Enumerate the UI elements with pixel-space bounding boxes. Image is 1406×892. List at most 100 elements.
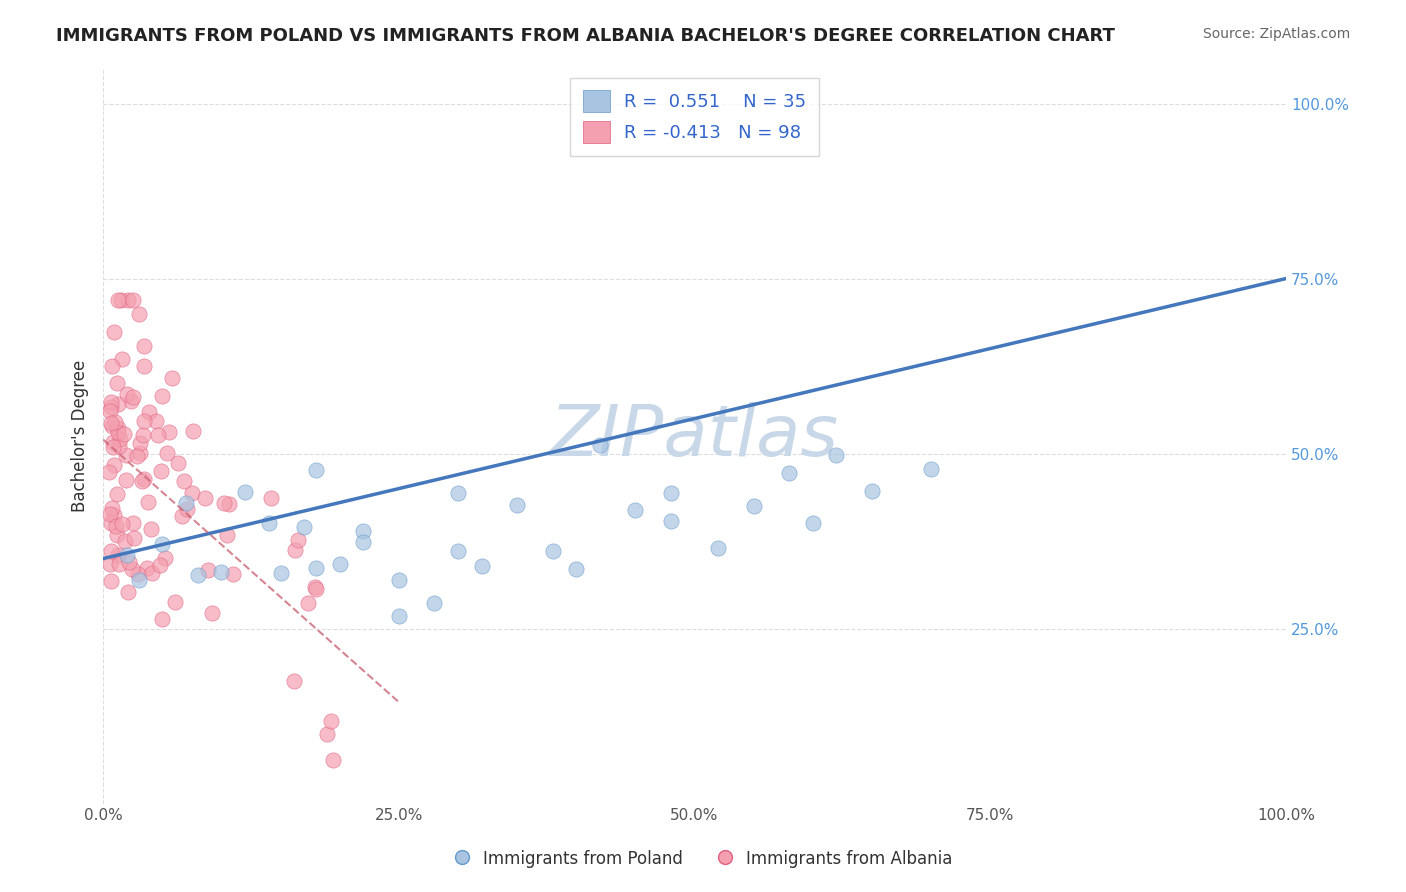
Immigrants from Poland xyxy=(423,596,446,610)
Immigrants from Albania xyxy=(98,508,121,522)
Immigrants from Poland xyxy=(920,462,942,476)
Immigrants from Albania xyxy=(172,509,194,524)
Immigrants from Albania xyxy=(156,446,179,460)
Immigrants from Albania xyxy=(197,563,219,577)
Immigrants from Poland xyxy=(707,541,730,556)
Immigrants from Albania xyxy=(107,397,129,411)
Immigrants from Albania xyxy=(107,293,129,307)
Immigrants from Albania xyxy=(132,359,155,373)
Immigrants from Albania xyxy=(149,558,172,572)
Immigrants from Poland xyxy=(150,536,173,550)
Immigrants from Poland xyxy=(447,543,470,558)
Immigrants from Albania xyxy=(284,543,307,558)
Immigrants from Albania xyxy=(101,500,124,515)
Immigrants from Albania xyxy=(141,566,163,580)
Immigrants from Albania xyxy=(136,561,159,575)
Immigrants from Albania xyxy=(287,533,309,548)
Immigrants from Poland xyxy=(270,566,292,580)
Immigrants from Poland xyxy=(541,544,564,558)
Immigrants from Albania xyxy=(104,518,127,533)
Immigrants from Albania xyxy=(139,523,162,537)
Immigrants from Poland xyxy=(742,499,765,513)
Immigrants from Albania xyxy=(297,596,319,610)
Immigrants from Albania xyxy=(107,558,129,572)
Immigrants from Poland xyxy=(506,498,529,512)
Immigrants from Albania xyxy=(100,359,122,374)
Immigrants from Albania xyxy=(115,474,138,488)
Legend: Immigrants from Poland, Immigrants from Albania: Immigrants from Poland, Immigrants from … xyxy=(447,844,959,875)
Immigrants from Poland xyxy=(305,560,328,574)
Immigrants from Albania xyxy=(108,439,131,453)
Immigrants from Albania xyxy=(136,494,159,508)
Immigrants from Albania xyxy=(212,496,235,510)
Immigrants from Albania xyxy=(155,551,177,566)
Immigrants from Albania xyxy=(100,574,122,589)
Immigrants from Albania xyxy=(138,405,160,419)
Immigrants from Poland xyxy=(174,496,197,510)
Immigrants from Albania xyxy=(117,293,139,307)
Immigrants from Poland xyxy=(825,448,848,462)
Legend: R =  0.551    N = 35, R = -0.413   N = 98: R = 0.551 N = 35, R = -0.413 N = 98 xyxy=(569,78,820,156)
Immigrants from Albania xyxy=(104,415,127,429)
Immigrants from Poland xyxy=(447,485,470,500)
Immigrants from Poland xyxy=(292,520,315,534)
Immigrants from Albania xyxy=(315,727,337,741)
Immigrants from Poland xyxy=(778,467,800,481)
Immigrants from Albania xyxy=(98,465,121,479)
Immigrants from Albania xyxy=(165,595,187,609)
Immigrants from Albania xyxy=(110,517,132,532)
Immigrants from Albania xyxy=(98,404,121,418)
Immigrants from Albania xyxy=(121,293,143,307)
Immigrants from Albania xyxy=(222,567,245,582)
Immigrants from Albania xyxy=(100,400,122,414)
Immigrants from Poland xyxy=(388,609,411,624)
Immigrants from Poland xyxy=(471,559,494,574)
Immigrants from Albania xyxy=(131,474,153,488)
Immigrants from Albania xyxy=(112,426,135,441)
Immigrants from Albania xyxy=(105,376,128,390)
Immigrants from Albania xyxy=(132,339,155,353)
Immigrants from Poland xyxy=(233,485,256,500)
Immigrants from Albania xyxy=(157,425,180,439)
Immigrants from Albania xyxy=(105,527,128,541)
Text: ZIPatlas: ZIPatlas xyxy=(550,401,839,471)
Immigrants from Albania xyxy=(134,472,156,486)
Immigrants from Albania xyxy=(114,534,136,549)
Immigrants from Albania xyxy=(260,491,283,505)
Immigrants from Albania xyxy=(150,389,173,403)
Text: Source: ZipAtlas.com: Source: ZipAtlas.com xyxy=(1202,27,1350,41)
Immigrants from Poland xyxy=(257,516,280,530)
Immigrants from Albania xyxy=(100,417,122,431)
Immigrants from Albania xyxy=(117,555,139,569)
Immigrants from Albania xyxy=(100,516,122,531)
Immigrants from Albania xyxy=(305,582,328,596)
Immigrants from Poland xyxy=(589,437,612,451)
Immigrants from Albania xyxy=(105,487,128,501)
Immigrants from Albania xyxy=(145,414,167,428)
Immigrants from Poland xyxy=(329,557,352,571)
Immigrants from Albania xyxy=(103,458,125,473)
Immigrants from Albania xyxy=(218,497,240,511)
Immigrants from Albania xyxy=(150,612,173,626)
Immigrants from Albania xyxy=(181,424,204,438)
Immigrants from Albania xyxy=(146,428,169,442)
Immigrants from Albania xyxy=(107,420,129,434)
Immigrants from Albania xyxy=(129,446,152,460)
Immigrants from Albania xyxy=(132,428,155,442)
Text: IMMIGRANTS FROM POLAND VS IMMIGRANTS FROM ALBANIA BACHELOR'S DEGREE CORRELATION : IMMIGRANTS FROM POLAND VS IMMIGRANTS FRO… xyxy=(56,27,1115,45)
Immigrants from Albania xyxy=(180,486,202,500)
Immigrants from Poland xyxy=(565,562,588,576)
Immigrants from Albania xyxy=(128,307,150,321)
Immigrants from Poland xyxy=(115,548,138,562)
Immigrants from Poland xyxy=(659,514,682,528)
Immigrants from Albania xyxy=(304,580,326,594)
Immigrants from Poland xyxy=(128,573,150,587)
Immigrants from Albania xyxy=(194,491,217,505)
Immigrants from Albania xyxy=(115,448,138,462)
Immigrants from Poland xyxy=(860,484,883,499)
Immigrants from Poland xyxy=(305,463,328,477)
Immigrants from Albania xyxy=(173,474,195,488)
Immigrants from Albania xyxy=(125,450,148,464)
Immigrants from Albania xyxy=(117,584,139,599)
Immigrants from Albania xyxy=(103,441,125,455)
